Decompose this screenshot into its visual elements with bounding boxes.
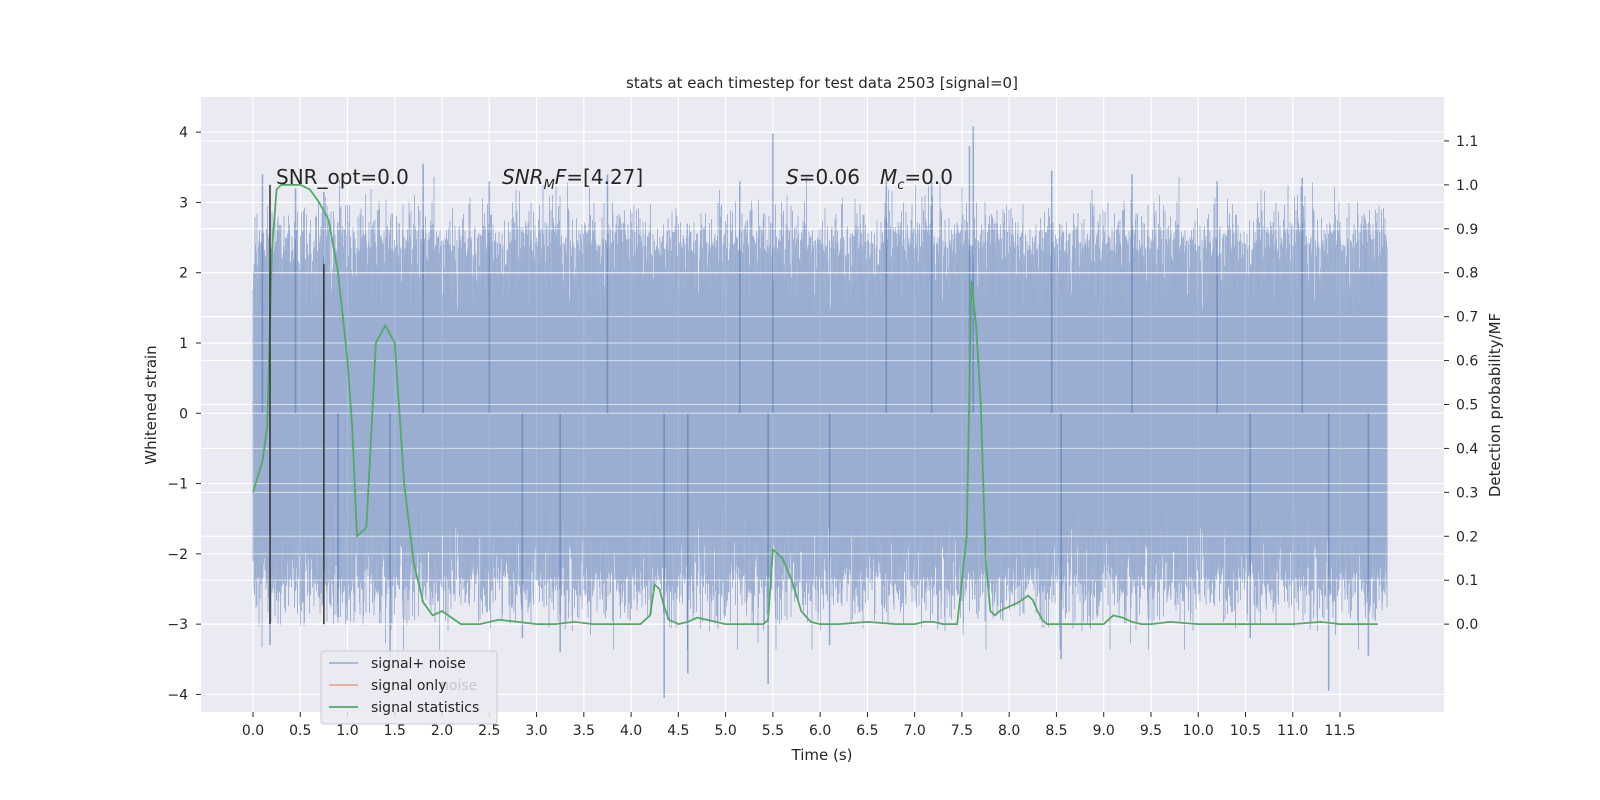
x-tick-label-10: 5.0	[714, 723, 736, 739]
legend: noise signal+ noise signal only signal s…	[320, 650, 498, 725]
annotation-s: S=0.06	[786, 165, 860, 189]
x-tick-label-11: 5.5	[762, 723, 784, 739]
marker-lines	[269, 184, 325, 625]
x-tick-label-7: 3.5	[573, 723, 595, 739]
yr-tick-label-4: 0.7	[1456, 310, 1478, 326]
x-tick-label-18: 9.0	[1093, 723, 1115, 739]
yr-tick-label-5: 0.6	[1456, 354, 1478, 370]
x-tick-label-0: 0.0	[242, 723, 264, 739]
snr-mf-value: =[4.27]	[566, 165, 643, 189]
snr-mf-symbol: SNR	[502, 165, 544, 189]
y-axis-title-left: Whitened strain	[142, 345, 160, 464]
legend-entry-statistics: signal statistics	[371, 700, 479, 716]
yl-tick-label-6: −2	[167, 547, 188, 563]
yr-tick-label-1: 1.0	[1456, 178, 1478, 194]
x-tick-label-9: 4.5	[667, 723, 689, 739]
chart-title: stats at each timestep for test data 250…	[626, 74, 1018, 92]
x-tick-label-4: 2.0	[431, 723, 453, 739]
x-tick-label-14: 7.0	[904, 723, 926, 739]
yr-tick-label-8: 0.3	[1456, 485, 1478, 501]
annotation-mc: Mc=0.0	[880, 165, 953, 193]
legend-box	[320, 650, 498, 725]
mc-symbol: M	[880, 165, 897, 189]
yl-tick-label-3: 1	[179, 336, 188, 352]
yl-tick-label-2: 2	[179, 266, 188, 282]
yr-tick-label-6: 0.5	[1456, 398, 1478, 414]
x-tick-label-20: 10.0	[1183, 723, 1214, 739]
yl-tick-label-4: 0	[179, 406, 188, 422]
annotation-snr-opt: SNR_opt=0.0	[276, 165, 409, 189]
x-tick-label-22: 11.0	[1277, 723, 1308, 739]
x-tick-label-2: 1.0	[336, 723, 358, 739]
x-tick-label-3: 1.5	[384, 723, 406, 739]
mc-subscript: c	[897, 178, 904, 193]
yl-tick-label-1: 3	[179, 195, 188, 211]
s-symbol: S	[786, 165, 799, 189]
yr-tick-label-2: 0.9	[1456, 222, 1478, 238]
ticks: 0.0 0.5 1.0 1.5 2.0 2.5 3.0 3.5 4.0 4.5 5.0 5.5 6.0 6…	[167, 125, 1478, 739]
yr-tick-label-9: 0.2	[1456, 529, 1478, 545]
statistics-line	[252, 183, 1378, 625]
yl-tick-label-5: −1	[167, 477, 188, 493]
y-axis-title-right: Detection probability/MF	[1486, 313, 1504, 497]
yr-tick-label-10: 0.1	[1456, 573, 1478, 589]
x-tick-label-19: 9.5	[1140, 723, 1162, 739]
x-tick-label-13: 6.5	[856, 723, 878, 739]
legend-entry-noise: signal+ noise	[371, 656, 466, 672]
yr-tick-label-11: 0.0	[1456, 617, 1478, 633]
noise-trace	[252, 177, 1388, 650]
snr-mf-subscript: M	[544, 178, 555, 193]
yl-tick-label-8: −4	[167, 687, 188, 703]
x-tick-label-15: 7.5	[951, 723, 973, 739]
s-value: =0.06	[799, 165, 860, 189]
yr-tick-label-0: 1.1	[1456, 134, 1478, 150]
x-tick-label-5: 2.5	[478, 723, 500, 739]
x-tick-label-23: 11.5	[1324, 723, 1355, 739]
x-tick-label-8: 4.0	[620, 723, 642, 739]
yr-tick-label-3: 0.8	[1456, 266, 1478, 282]
legend-ghost-text: noise	[440, 678, 477, 694]
snr-mf-tail: F	[555, 165, 567, 189]
annotation-snr-mf: SNRMF=[4.27]	[502, 165, 643, 193]
x-tick-label-1: 0.5	[289, 723, 311, 739]
x-tick-label-12: 6.0	[809, 723, 831, 739]
yl-tick-label-7: −3	[167, 617, 188, 633]
yr-tick-label-7: 0.4	[1456, 441, 1478, 457]
statistics-series	[252, 183, 1378, 625]
x-tick-label-16: 8.0	[998, 723, 1020, 739]
yl-tick-label-0: 4	[179, 125, 188, 141]
legend-entry-signal-only: signal only	[371, 678, 446, 694]
x-tick-label-6: 3.0	[525, 723, 547, 739]
mc-value: =0.0	[904, 165, 953, 189]
x-axis-title: Time (s)	[791, 746, 853, 764]
x-tick-label-21: 10.5	[1230, 723, 1261, 739]
x-tick-label-17: 8.5	[1045, 723, 1067, 739]
